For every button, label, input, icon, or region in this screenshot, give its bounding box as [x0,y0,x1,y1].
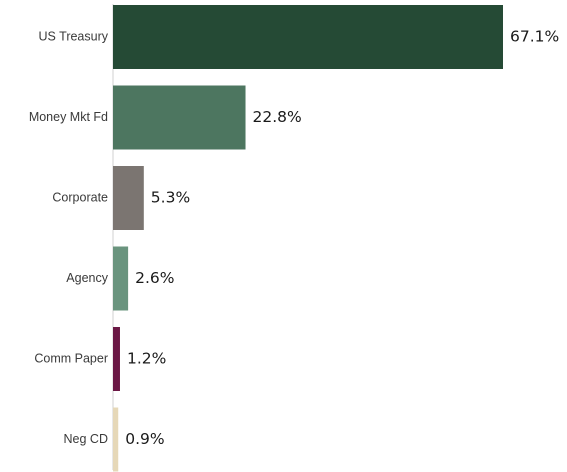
category-label-comm-paper: Comm Paper [34,351,108,365]
bar-agency [113,246,129,311]
value-label-comm-paper: 1.2% [127,350,166,368]
category-label-money-mkt-fd: Money Mkt Fd [29,110,108,124]
bar-corporate [113,166,144,230]
category-labels-layer: US Treasury Money Mkt Fd Corporate Agency Co… [29,29,109,446]
bar-neg-cd [113,407,119,472]
value-label-neg-cd: 0.9% [125,430,164,448]
value-label-corporate: 5.3% [151,189,190,207]
category-label-us-treasury: US Treasury [39,29,109,43]
value-label-us-treasury: 67.1% [510,28,559,46]
category-label-agency: Agency [66,271,108,285]
category-label-neg-cd: Neg CD [64,432,108,446]
bar-money-mkt-fd [113,85,246,150]
value-label-money-mkt-fd: 22.8% [253,108,302,126]
category-label-corporate: Corporate [52,190,108,204]
bar-comm-paper [113,327,120,391]
bar-us-treasury [113,5,503,69]
value-labels-layer: 67.1% 22.8% 5.3% 2.6% 1.2% 0.9% [125,28,559,449]
value-label-agency: 2.6% [135,269,174,287]
bars-layer [113,5,503,472]
